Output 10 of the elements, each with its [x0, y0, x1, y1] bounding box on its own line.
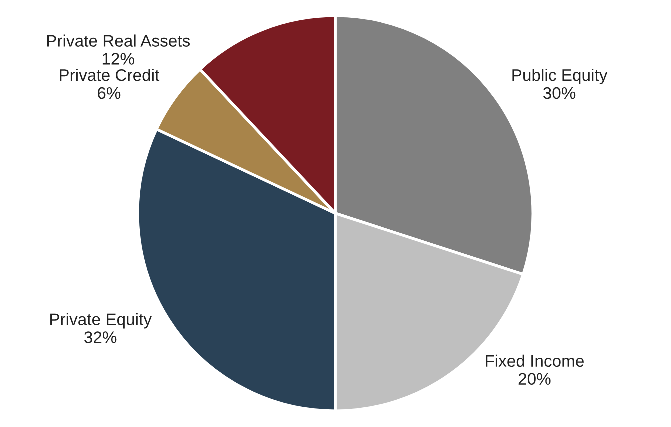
slice-label: Private Equity: [50, 313, 152, 329]
slice-label: Public Equity: [512, 69, 608, 85]
slice-label: Private Real Assets: [47, 34, 190, 47]
data-label: 20%: [518, 373, 551, 386]
data-label: 30%: [543, 87, 576, 100]
data-label: 12%: [102, 53, 134, 65]
data-label: 6%: [98, 87, 121, 100]
data-label: 32%: [84, 332, 117, 344]
slice-label: Fixed Income: [486, 354, 584, 368]
slice-label: Private Credit: [60, 69, 160, 82]
